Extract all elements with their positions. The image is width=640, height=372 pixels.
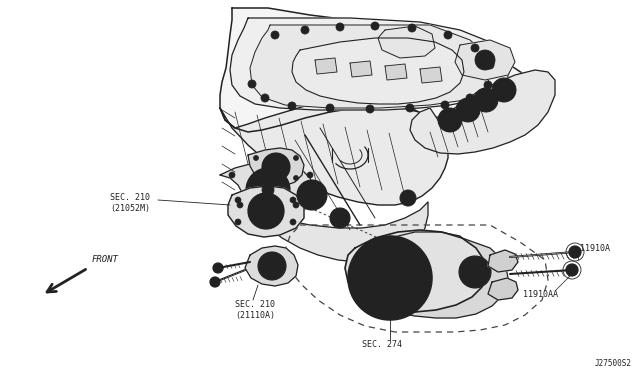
Circle shape [248,193,284,229]
Circle shape [479,93,493,107]
Circle shape [461,103,475,117]
Circle shape [326,104,334,112]
Polygon shape [488,278,518,300]
Circle shape [366,105,374,113]
Polygon shape [245,246,298,286]
Polygon shape [250,25,490,108]
Circle shape [258,252,286,280]
Polygon shape [292,38,464,104]
Circle shape [229,172,235,178]
Circle shape [265,212,271,218]
Polygon shape [228,186,304,237]
Circle shape [294,155,298,160]
Polygon shape [235,200,428,262]
Text: 11910A: 11910A [580,244,610,253]
Circle shape [408,24,416,32]
Circle shape [293,202,299,208]
Circle shape [358,246,422,310]
Circle shape [484,81,492,89]
Circle shape [271,31,279,39]
Circle shape [237,202,243,208]
Circle shape [262,184,274,196]
Circle shape [371,22,379,30]
Circle shape [307,172,313,178]
Circle shape [297,180,327,210]
Polygon shape [410,70,555,154]
Circle shape [261,94,269,102]
Polygon shape [230,18,510,110]
Circle shape [301,26,309,34]
Circle shape [456,98,480,122]
Polygon shape [488,250,518,272]
Circle shape [262,153,290,181]
Circle shape [290,219,296,225]
Circle shape [256,201,276,221]
Circle shape [475,50,495,70]
Polygon shape [220,100,448,205]
Circle shape [486,61,494,69]
Circle shape [438,108,462,132]
Polygon shape [455,40,515,80]
Circle shape [370,258,410,298]
Circle shape [387,275,394,282]
Circle shape [253,155,259,160]
Circle shape [248,80,256,88]
Circle shape [444,31,452,39]
Polygon shape [248,148,304,186]
Text: 11910AA: 11910AA [522,290,557,299]
Polygon shape [315,58,337,74]
Circle shape [443,113,457,127]
Circle shape [348,236,432,320]
Text: SEC. 274: SEC. 274 [362,340,402,349]
Circle shape [253,176,259,180]
Circle shape [246,168,290,212]
Polygon shape [220,162,314,216]
Polygon shape [345,230,486,312]
Circle shape [290,197,296,203]
Circle shape [466,94,474,102]
Circle shape [497,83,511,97]
Circle shape [330,208,350,228]
Circle shape [569,246,581,258]
Circle shape [254,176,282,204]
Circle shape [406,104,414,112]
Circle shape [294,176,298,180]
Polygon shape [378,26,435,58]
Polygon shape [352,232,508,318]
Text: J27500S2: J27500S2 [595,359,632,368]
Circle shape [235,219,241,225]
Polygon shape [350,61,372,77]
Polygon shape [385,64,407,80]
Circle shape [336,23,344,31]
Text: SEC. 210
(21052M): SEC. 210 (21052M) [110,193,150,213]
Circle shape [382,270,398,286]
Circle shape [471,44,479,52]
Circle shape [400,190,416,206]
Circle shape [441,101,449,109]
Polygon shape [220,8,540,132]
Circle shape [210,277,220,287]
Circle shape [474,88,498,112]
Text: FRONT: FRONT [92,255,119,264]
Circle shape [288,102,296,110]
Circle shape [459,256,491,288]
Text: SEC. 210
(21110A): SEC. 210 (21110A) [235,300,275,320]
Circle shape [566,264,578,276]
Circle shape [213,263,223,273]
Circle shape [492,78,516,102]
Polygon shape [420,67,442,83]
Circle shape [235,197,241,203]
